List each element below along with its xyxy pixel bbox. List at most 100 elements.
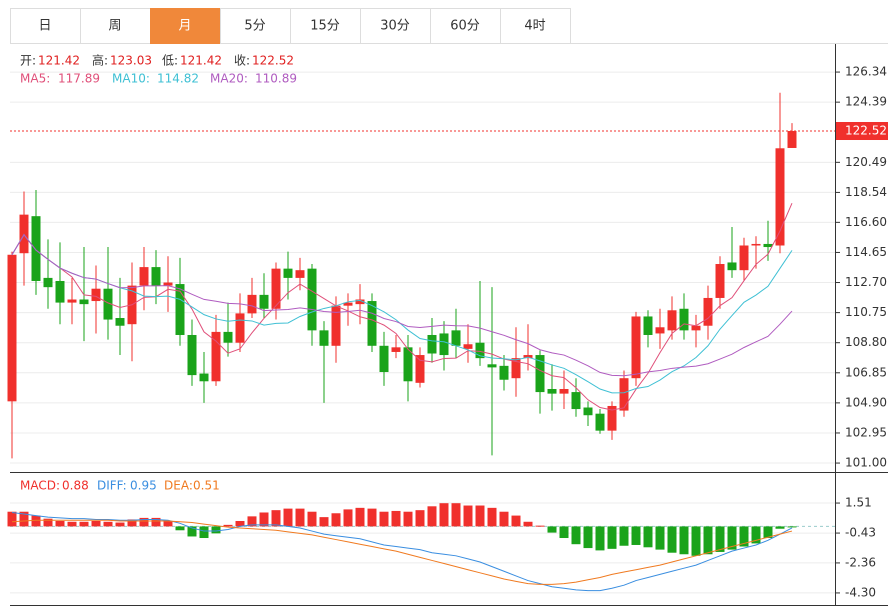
tab[interactable]: [10, 8, 81, 44]
macd-bar: [487, 507, 497, 527]
candle-body: [583, 407, 593, 416]
candle-body: [91, 288, 101, 302]
candle-body: [475, 342, 485, 359]
macd-bar: [403, 511, 413, 527]
macd-bar: [439, 503, 449, 527]
tab[interactable]: [500, 8, 571, 44]
y-tick-label: 102.95: [845, 425, 887, 439]
candle-body: [463, 344, 473, 349]
macd-bar: [127, 519, 137, 527]
tab[interactable]: [220, 8, 291, 44]
candle-body: [751, 243, 761, 246]
macd-bar: [643, 526, 653, 548]
candle-body: [187, 334, 197, 376]
macd-legend-label: MACD:: [20, 479, 60, 493]
macd-bar: [715, 526, 725, 552]
candle-body: [727, 262, 737, 271]
candle-body: [415, 355, 425, 383]
ma-legend-label: MA5:: [20, 72, 50, 86]
macd-bar: [511, 515, 521, 527]
tab-label[interactable]: 5分: [244, 19, 265, 34]
y-tick-label: 1.51: [845, 496, 872, 510]
macd-bar: [655, 526, 665, 550]
candle-body: [763, 243, 773, 248]
candle-body: [451, 330, 461, 346]
candle-body: [607, 405, 617, 431]
candle-body: [79, 299, 89, 305]
macd-bar: [7, 511, 17, 527]
macd-bar: [391, 510, 401, 527]
macd-bar: [67, 521, 77, 527]
candle-body: [319, 330, 329, 346]
macd-bar: [259, 512, 269, 527]
macd-bar: [271, 510, 281, 527]
macd-bar: [499, 511, 509, 527]
tab-label[interactable]: 日: [38, 19, 51, 34]
candle-body: [679, 308, 689, 331]
candle-body: [199, 373, 209, 382]
tab-label[interactable]: 60分: [450, 19, 480, 34]
tab-label[interactable]: 15分: [310, 19, 340, 34]
info-label: 高:: [92, 53, 108, 68]
candle-body: [655, 327, 665, 334]
y-tick-label: 104.90: [845, 395, 887, 409]
y-tick-label: 120.49: [845, 155, 887, 169]
candle-body: [307, 268, 317, 331]
info-value: 123.03: [110, 54, 152, 68]
y-tick-label: 114.65: [845, 245, 887, 259]
macd-bar: [151, 517, 161, 527]
macd-bar: [739, 526, 749, 547]
candle-body: [667, 310, 677, 331]
candle-body: [343, 302, 353, 306]
macd-bar: [751, 526, 761, 544]
macd-bar: [199, 526, 209, 539]
tab[interactable]: [150, 8, 221, 44]
macd-bar: [547, 526, 557, 533]
candle-body: [439, 333, 449, 356]
macd-bar: [619, 526, 629, 546]
macd-bar: [763, 526, 773, 539]
candle-body: [703, 297, 713, 326]
macd-bar: [31, 515, 41, 527]
candle-body: [55, 280, 65, 303]
macd-bar: [19, 511, 29, 527]
tab-label[interactable]: 4时: [524, 19, 545, 34]
macd-bar: [139, 517, 149, 527]
macd-bar: [415, 510, 425, 527]
tab[interactable]: [360, 8, 431, 44]
y-tick-label: 124.39: [845, 95, 887, 109]
macd-bar: [559, 526, 569, 539]
macd-legend-label: DEA:: [164, 479, 193, 493]
candle-body: [367, 301, 377, 346]
tab[interactable]: [290, 8, 361, 44]
candle-body: [235, 313, 245, 343]
y-tick-label: 101.00: [845, 456, 887, 470]
tab[interactable]: [80, 8, 151, 44]
candle-body: [619, 378, 629, 411]
tab-label[interactable]: 30分: [380, 19, 410, 34]
candle-body: [403, 347, 413, 382]
candle-body: [331, 305, 341, 346]
ma-legend-label: MA10:: [112, 72, 150, 86]
macd-bar: [523, 521, 533, 527]
candle-body: [775, 148, 785, 246]
candle-body: [31, 216, 41, 281]
macd-bar: [607, 526, 617, 549]
macd-bar: [463, 505, 473, 527]
tab-label[interactable]: 月: [178, 19, 191, 34]
candle-body: [103, 288, 113, 320]
macd-bar: [247, 516, 257, 527]
candle-body: [139, 267, 149, 286]
macd-bar: [667, 526, 677, 553]
ma-legend-value: 117.89: [58, 72, 100, 86]
candle-body: [283, 268, 293, 278]
tab-label[interactable]: 周: [108, 19, 121, 34]
macd-bar: [43, 518, 53, 527]
macd-bar: [163, 520, 173, 527]
candle-body: [271, 268, 281, 309]
info-value: 122.52: [252, 54, 294, 68]
y-tick-label: 112.70: [845, 275, 887, 289]
candle-body: [559, 388, 569, 394]
macd-bar: [703, 526, 713, 555]
macd-bar: [379, 511, 389, 527]
